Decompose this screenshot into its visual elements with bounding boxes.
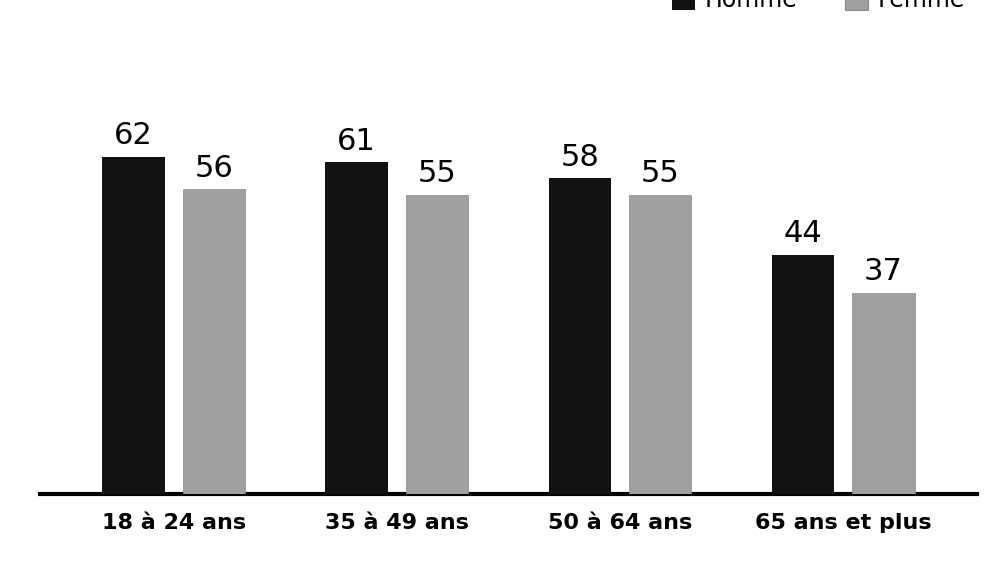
Legend: Homme, Femme: Homme, Femme [672,0,965,12]
Bar [103,157,165,494]
Bar [325,162,388,494]
Bar [548,178,611,494]
Bar [629,195,692,494]
Text: 55: 55 [641,159,680,188]
Bar [852,293,914,494]
Text: 62: 62 [115,121,153,150]
Text: 58: 58 [560,143,599,172]
Text: 56: 56 [194,154,233,183]
Text: 55: 55 [418,159,457,188]
Bar [772,254,834,494]
Text: 37: 37 [864,257,902,286]
Bar [182,189,245,494]
Text: 44: 44 [784,219,823,248]
Text: 61: 61 [337,127,376,156]
Bar [406,195,469,494]
